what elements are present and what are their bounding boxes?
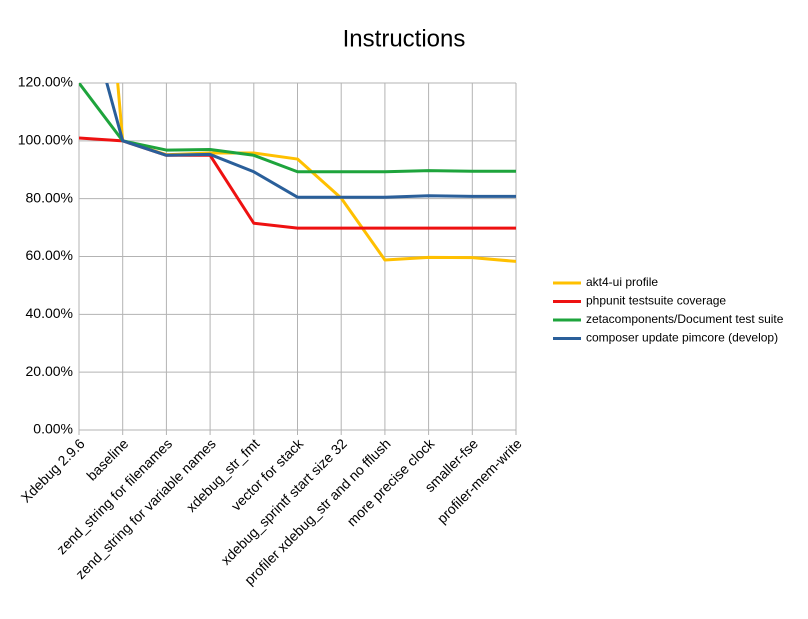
- legend-label: zetacomponents/Document test suite: [586, 312, 784, 326]
- legend-label: phpunit testsuite coverage: [586, 294, 726, 308]
- series-line: [105, 83, 516, 199]
- chart-title: Instructions: [343, 25, 466, 52]
- y-tick-label: 0.00%: [33, 421, 73, 437]
- legend-label: composer update pimcore (develop): [586, 331, 778, 345]
- y-tick-label: 60.00%: [26, 247, 73, 263]
- series-line: [79, 83, 516, 174]
- x-tick-label: Xdebug 2.9.6: [18, 435, 88, 505]
- legend-label: akt4-ui profile: [586, 275, 658, 289]
- y-tick-label: 100.00%: [18, 132, 73, 148]
- y-tick-label: 20.00%: [26, 363, 73, 379]
- y-tick-label: 80.00%: [26, 189, 73, 205]
- x-tick-label: profiler-mem-write: [434, 435, 525, 526]
- y-tick-label: 120.00%: [18, 74, 73, 90]
- plot-lines: [79, 83, 516, 263]
- y-tick-label: 40.00%: [26, 305, 73, 321]
